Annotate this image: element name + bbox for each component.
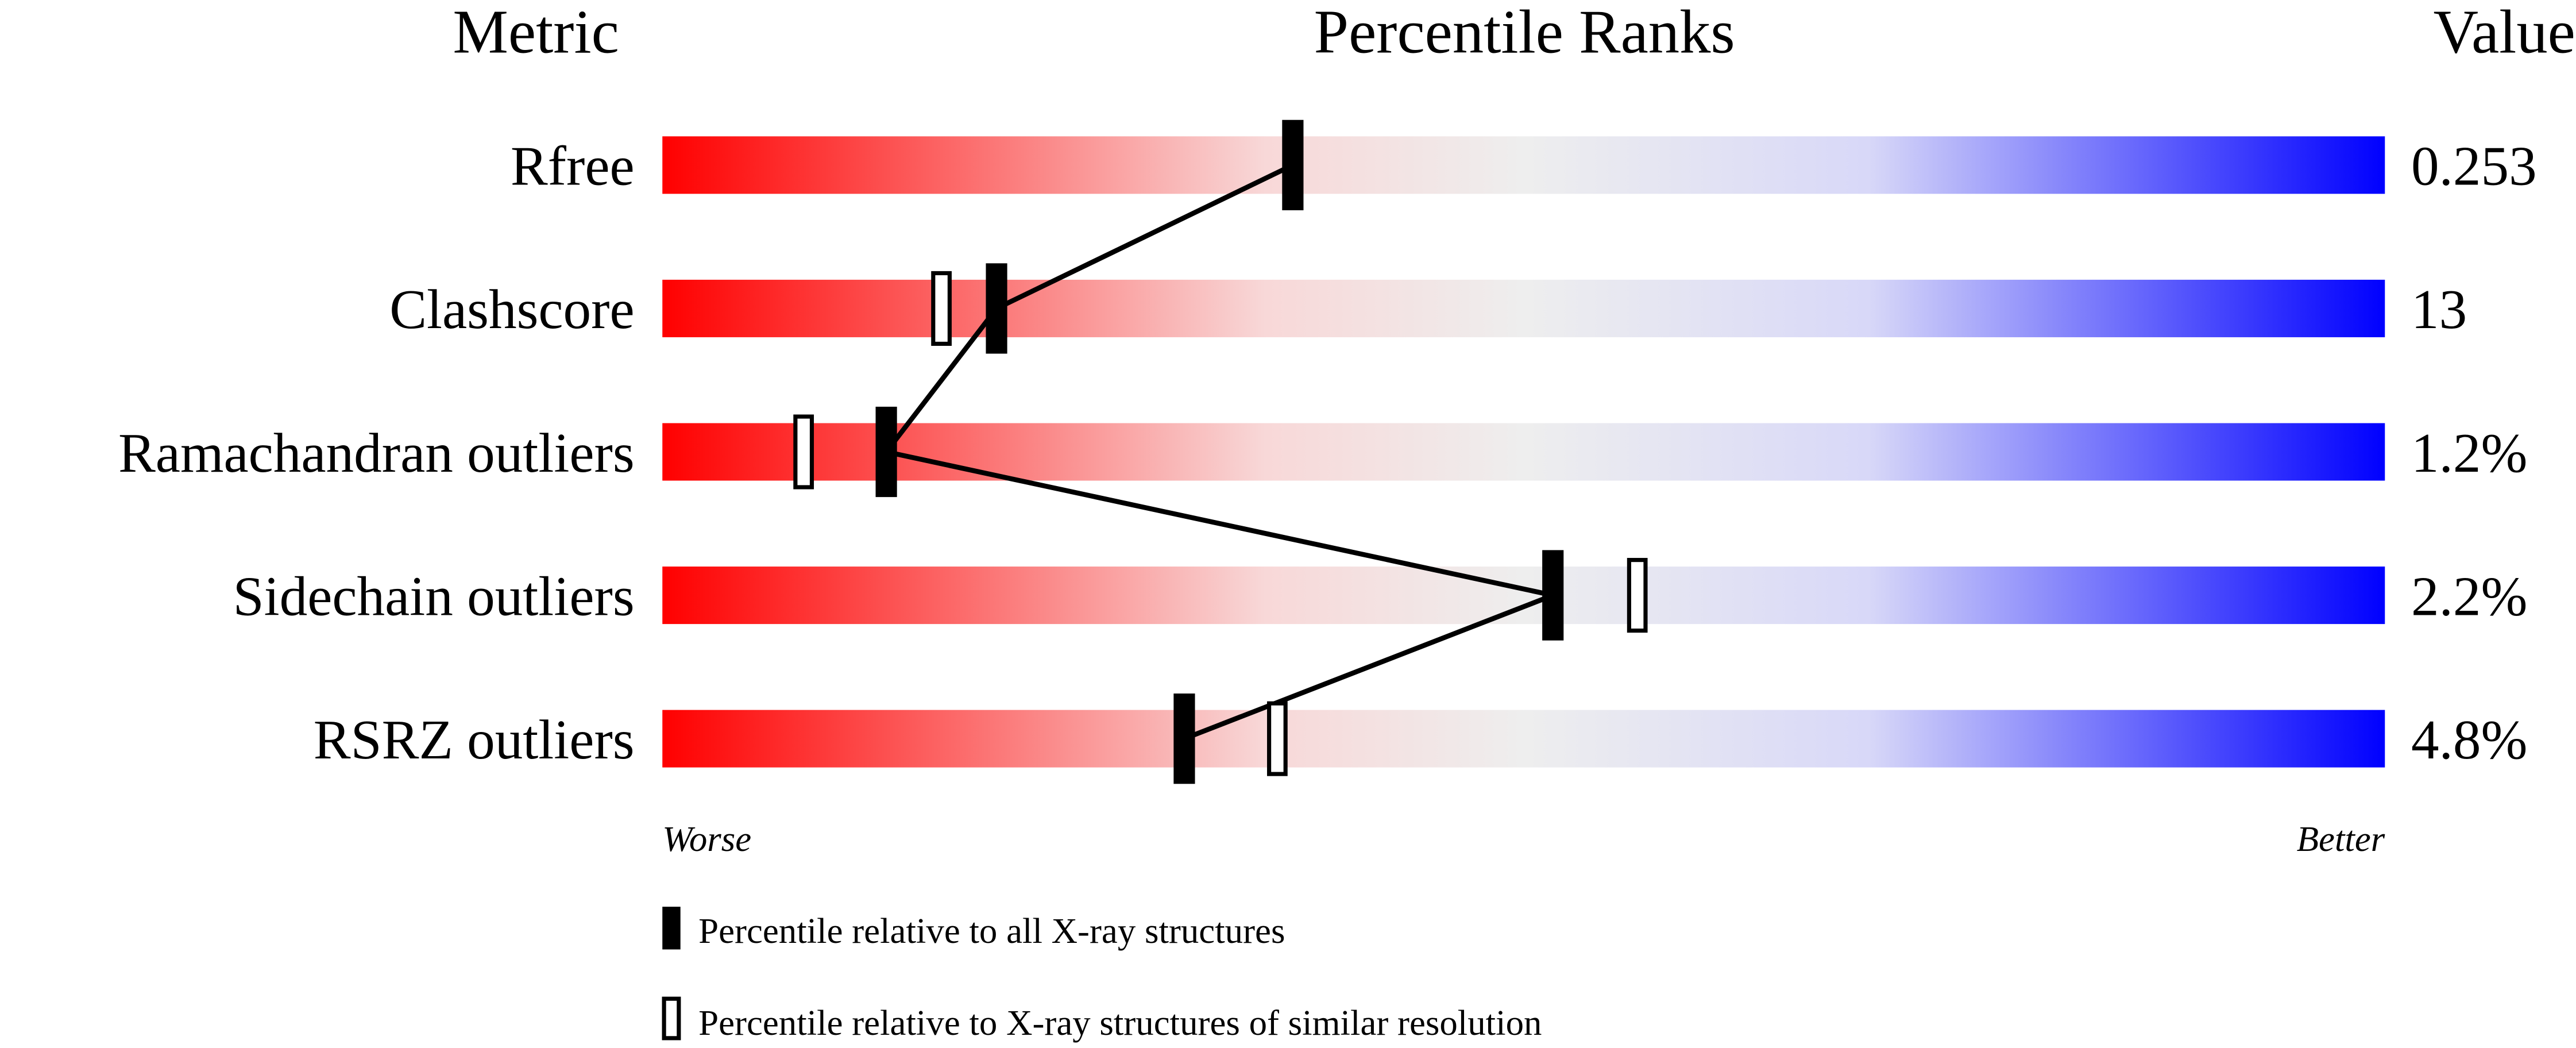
- connector-line: [995, 163, 1294, 311]
- marker-all-structures: [875, 406, 897, 498]
- marker-similar-resolution: [931, 271, 952, 346]
- metric-value: 4.8%: [2411, 709, 2527, 771]
- header-value: Value: [2434, 0, 2575, 66]
- metric-value: 0.253: [2411, 136, 2537, 198]
- header-metric: Metric: [453, 0, 619, 66]
- better-label: Better: [2297, 819, 2385, 859]
- connector-line: [886, 449, 1554, 598]
- connector-line: [884, 307, 999, 454]
- marker-similar-resolution: [793, 414, 814, 490]
- legend-filled-label: Percentile relative to all X-ray structu…: [698, 911, 1285, 951]
- legend-open-label: Percentile relative to X-ray structures …: [698, 1003, 1542, 1043]
- percentile-bar: [662, 279, 2385, 337]
- marker-similar-resolution: [1267, 701, 1288, 776]
- metric-value: 13: [2411, 279, 2467, 341]
- marker-all-structures: [1542, 550, 1564, 641]
- marker-all-structures: [1282, 120, 1304, 210]
- metric-value: 1.2%: [2411, 422, 2527, 484]
- worse-label: Worse: [662, 819, 751, 859]
- legend-open-marker: [662, 996, 681, 1041]
- header-percentile-ranks: Percentile Ranks: [1314, 0, 1735, 66]
- marker-all-structures: [986, 263, 1007, 354]
- metric-label: Rfree: [511, 136, 635, 198]
- metric-label: RSRZ outliers: [314, 709, 635, 771]
- legend-filled-marker: [662, 907, 681, 950]
- marker-similar-resolution: [1627, 558, 1648, 633]
- metric-value: 2.2%: [2411, 565, 2527, 627]
- percentile-bar: [662, 423, 2385, 481]
- metric-label: Sidechain outliers: [233, 565, 635, 627]
- percentile-bar: [662, 710, 2385, 768]
- connector-line: [1183, 593, 1554, 741]
- metric-label: Ramachandran outliers: [118, 422, 635, 484]
- marker-all-structures: [1173, 693, 1195, 784]
- percentile-bar: [662, 136, 2385, 194]
- percentile-bar: [662, 567, 2385, 625]
- metric-label: Clashscore: [389, 279, 634, 341]
